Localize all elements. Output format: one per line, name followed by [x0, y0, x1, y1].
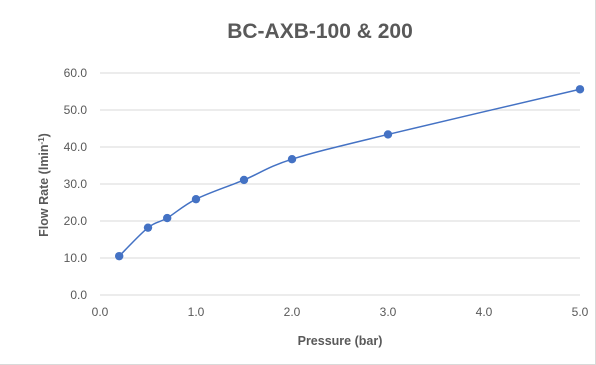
gridlines [100, 72, 580, 259]
y-tick-label: 60.0 [64, 66, 88, 80]
data-point [575, 85, 585, 94]
y-axis-title: Flow Rate (lmin-1) [37, 133, 52, 237]
x-tick-label: 1.0 [188, 305, 205, 319]
data-point [287, 155, 297, 164]
y-tick-label: 10.0 [64, 251, 88, 265]
series-points [115, 85, 585, 261]
x-tick-label: 0.0 [92, 305, 109, 319]
data-point [115, 251, 124, 261]
y-axis-title-main: Flow Rate (lmin [37, 144, 51, 236]
x-tick-labels: 0.0 1.0 2.0 3.0 4.0 5.0 [92, 305, 589, 319]
x-tick-label: 3.0 [380, 305, 397, 319]
chart-title: BC-AXB-100 & 200 [227, 20, 413, 43]
data-point [239, 175, 249, 185]
x-axis-title: Pressure (bar) [298, 334, 383, 348]
y-tick-label: 30.0 [64, 177, 88, 191]
x-tick-label: 5.0 [572, 305, 589, 319]
y-tick-label: 40.0 [64, 140, 88, 154]
y-tick-label: 0.0 [70, 288, 87, 302]
series-1 [118, 88, 581, 257]
y-tick-labels: 0.0 10.0 20.0 30.0 40.0 50.0 60.0 [64, 66, 88, 302]
series-line [118, 88, 581, 257]
data-point [163, 213, 172, 223]
data-point [383, 130, 393, 139]
x-tick-label: 2.0 [284, 305, 301, 319]
y-axis-title-superscript: -1 [37, 137, 46, 145]
data-point [143, 223, 153, 232]
y-axis-title-close: ) [37, 133, 51, 137]
y-tick-label: 50.0 [64, 103, 88, 117]
y-tick-label: 20.0 [64, 214, 88, 228]
x-tick-label: 4.0 [476, 305, 493, 319]
data-point [191, 194, 201, 204]
